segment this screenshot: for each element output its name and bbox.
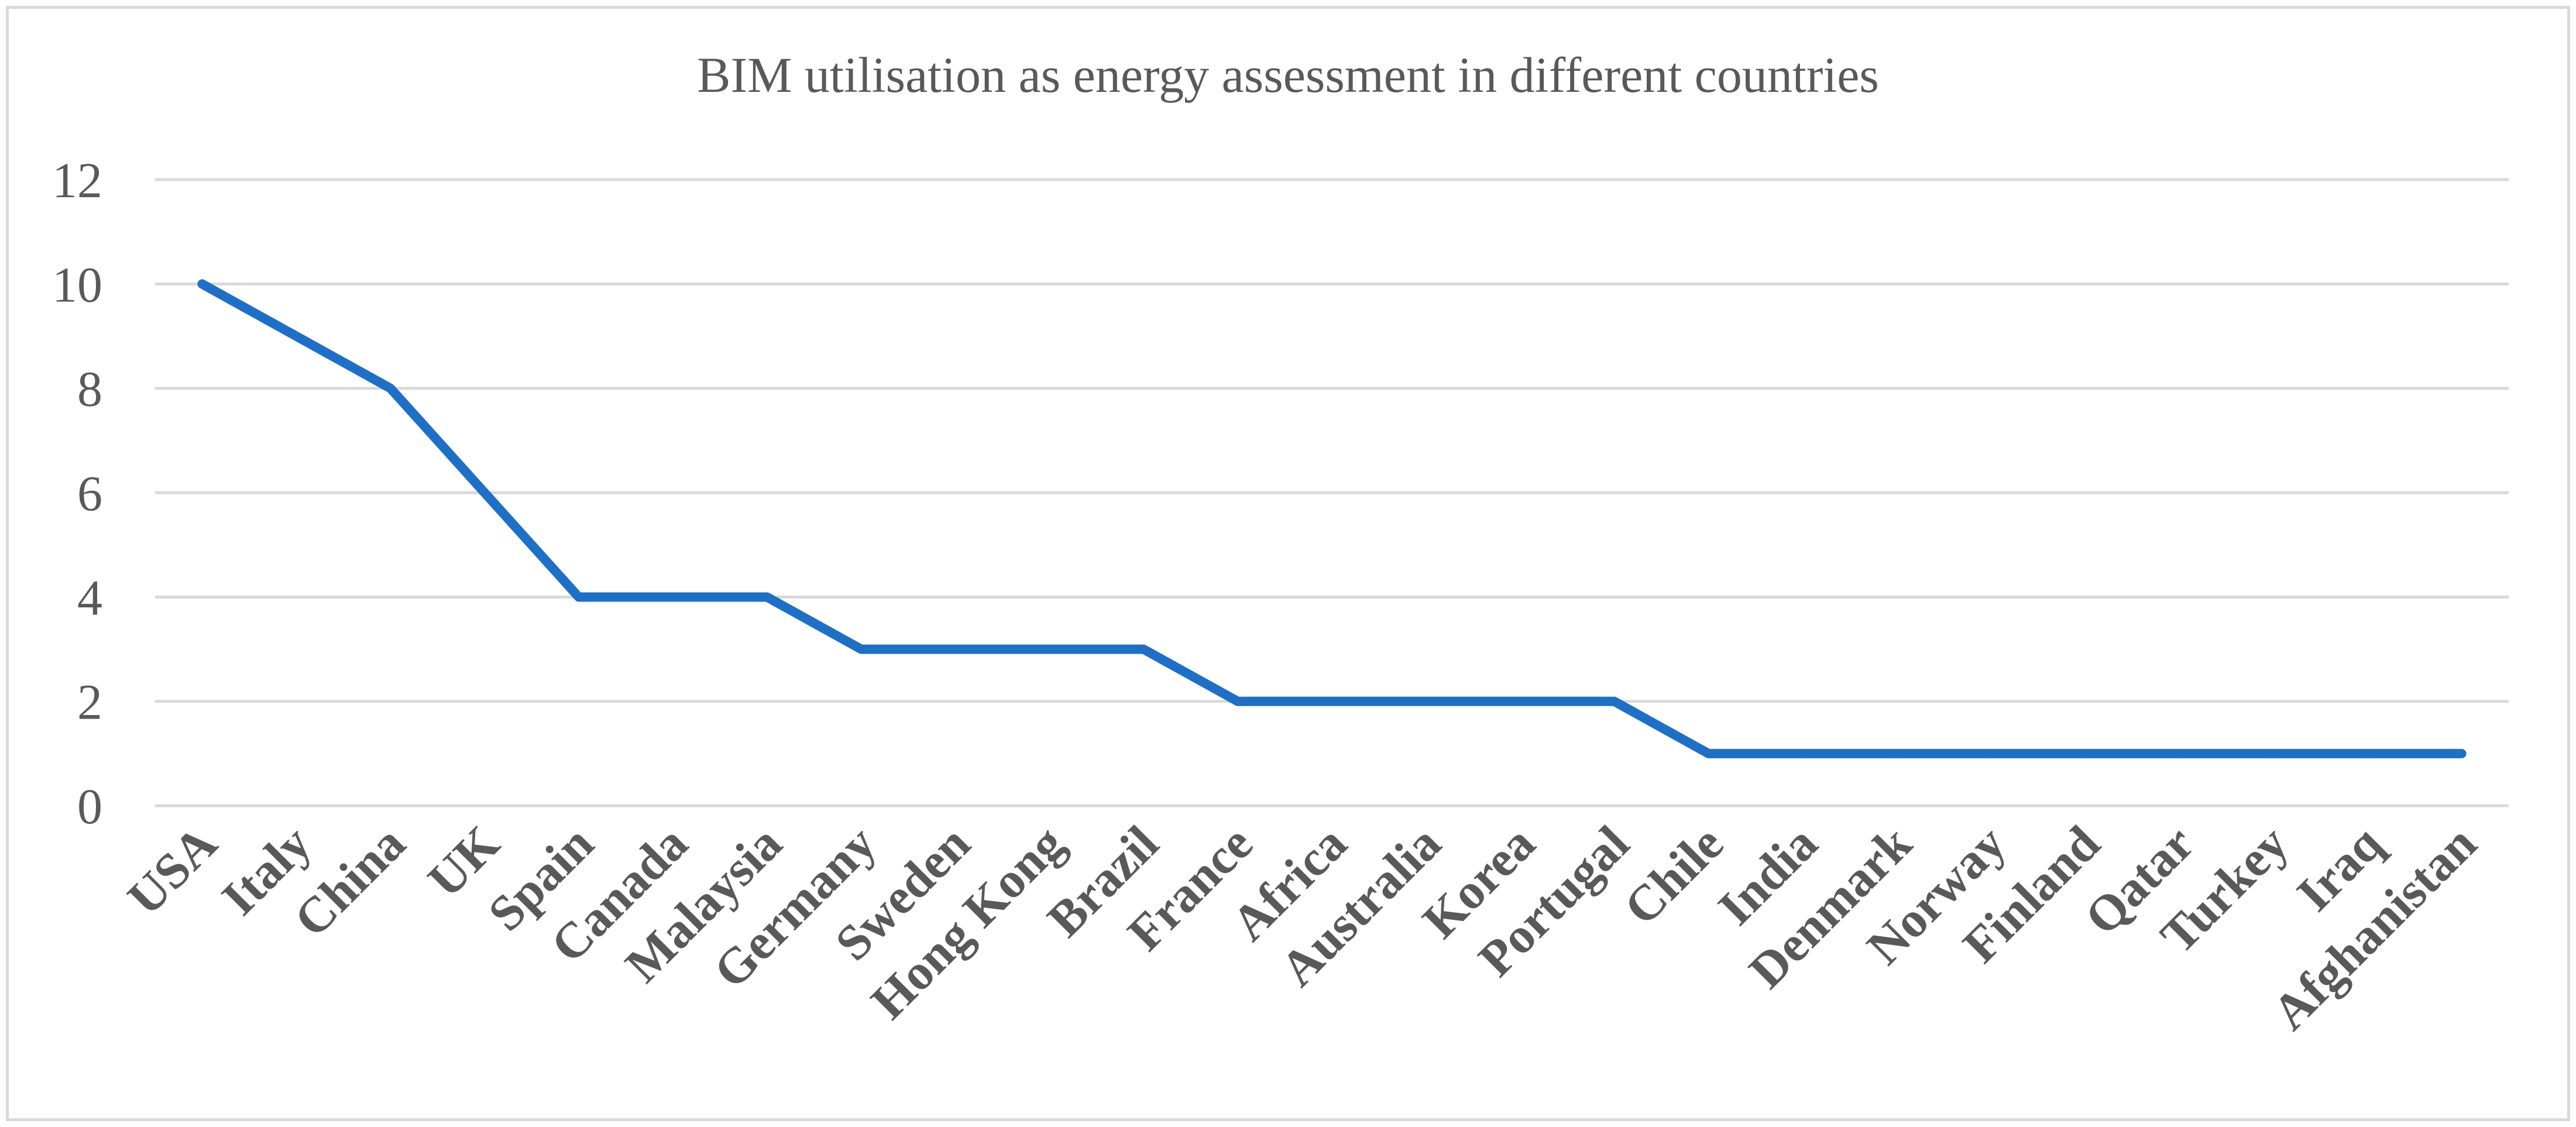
data-point [2176,751,2182,756]
data-point [1141,647,1146,652]
y-tick-label: 0 [77,778,102,834]
data-point [764,595,770,600]
y-tick-label: 8 [77,361,102,417]
gridlines [155,178,2509,808]
data-point [1517,699,1523,704]
series-layer [197,279,2467,758]
data-point [1612,699,1617,704]
data-point [2083,751,2088,756]
data-point [953,647,958,652]
series-line-0 [197,279,2467,758]
data-point [858,647,864,652]
data-point [1047,647,1052,652]
data-point [1330,699,1334,704]
chart-title: BIM utilisation as energy assessment in … [697,47,1879,103]
y-tick-label: 10 [52,256,102,312]
data-point [1800,751,1805,756]
data-point [1235,699,1241,704]
x-tick-label: China [283,815,416,948]
y-tick-label: 12 [52,152,102,208]
chart-frame: BIM utilisation as energy assessment in … [6,6,2570,1121]
data-point [200,281,205,287]
data-point [1894,751,1900,756]
x-tick-label: Chile [1613,815,1734,936]
data-point [2459,751,2464,756]
data-point [2365,751,2370,756]
data-point [294,334,299,339]
data-point [1423,699,1428,704]
data-point [2271,751,2276,756]
data-point [670,595,675,600]
y-tick-label: 4 [77,569,102,626]
y-tick-label: 6 [77,465,102,521]
data-point [1706,751,1711,756]
line-chart: BIM utilisation as energy assessment in … [52,47,2509,1040]
data-point [388,386,393,391]
x-tick-label: USA [116,815,228,926]
data-point [482,490,487,495]
y-tick-label: 2 [77,674,102,730]
y-axis-ticks: 0 2 4 6 8 10 12 [52,152,102,834]
data-point [1988,751,1994,756]
data-point [576,595,581,600]
